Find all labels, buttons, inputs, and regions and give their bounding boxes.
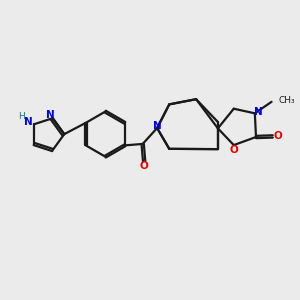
Text: N: N <box>24 117 33 127</box>
Text: N: N <box>46 110 55 120</box>
Text: H: H <box>19 112 25 121</box>
Text: O: O <box>140 161 148 172</box>
Text: N: N <box>254 107 263 117</box>
Text: CH₃: CH₃ <box>279 96 296 105</box>
Text: O: O <box>230 145 239 155</box>
Text: O: O <box>274 131 282 141</box>
Text: N: N <box>153 121 162 131</box>
